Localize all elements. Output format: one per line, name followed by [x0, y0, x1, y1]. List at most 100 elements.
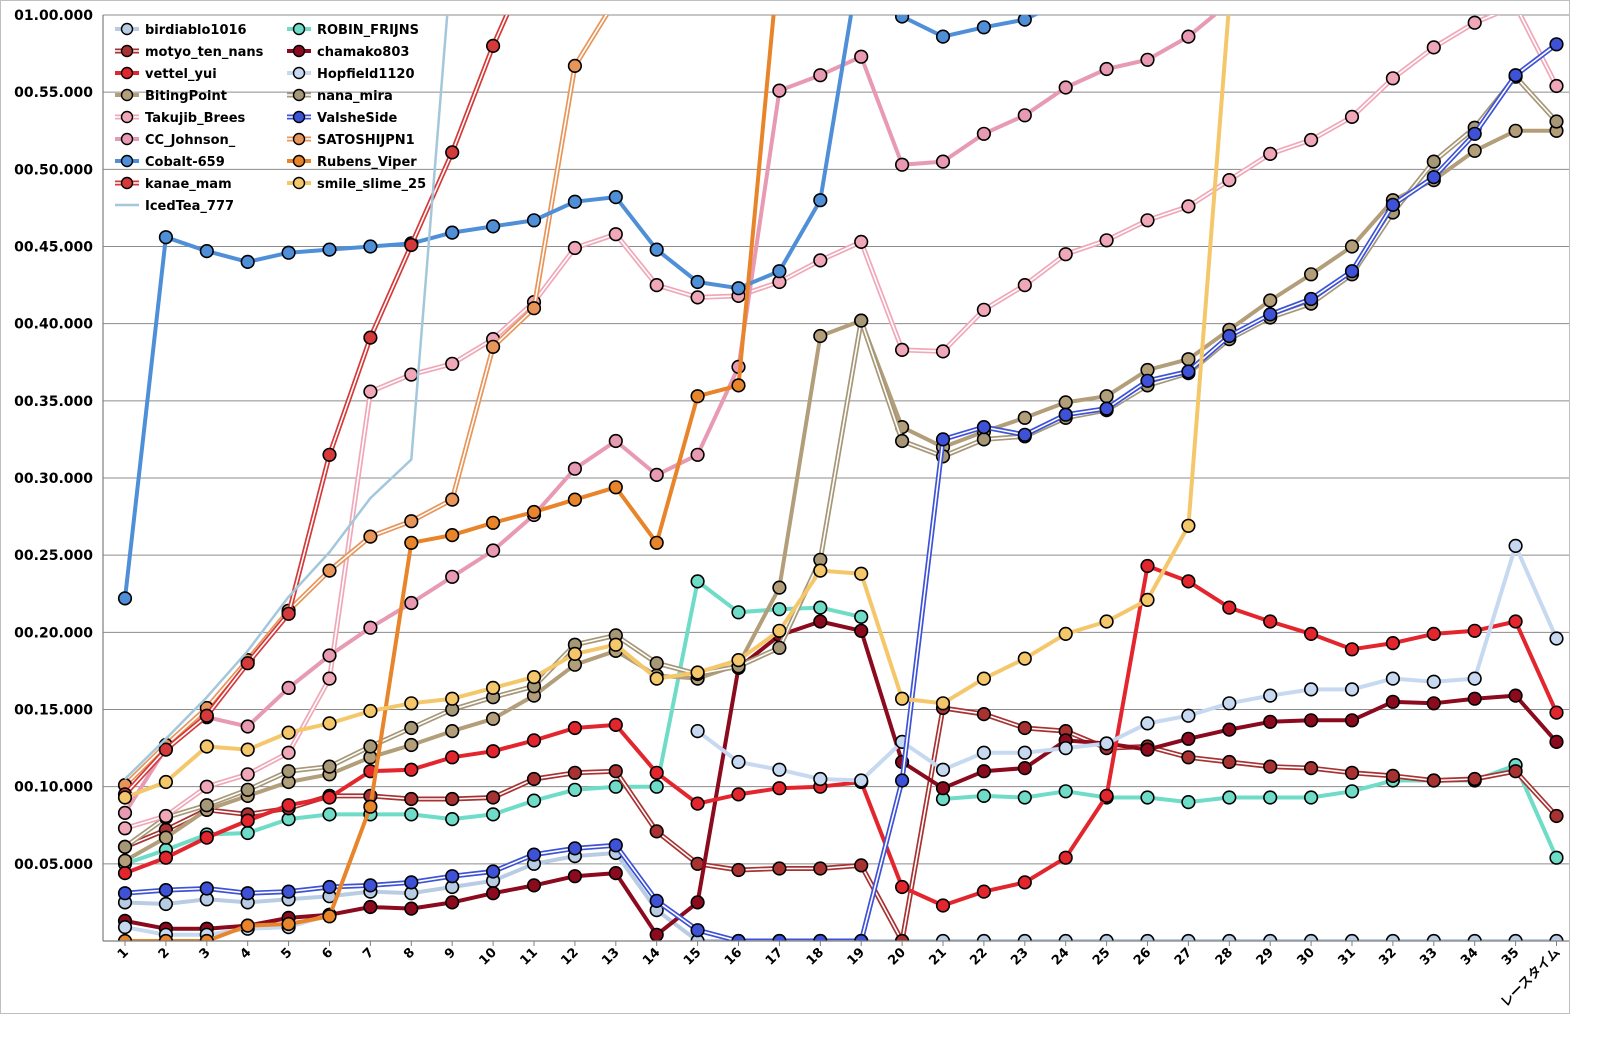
data-point — [772, 640, 787, 655]
legend-entry: chamako803 — [287, 44, 409, 60]
data-point — [240, 813, 255, 828]
data-point — [322, 879, 337, 895]
data-point — [1549, 78, 1564, 94]
data-point — [1263, 790, 1278, 805]
legend-entry: kanae_mam — [115, 176, 232, 192]
data-point — [1426, 696, 1441, 711]
data-point — [526, 504, 542, 520]
y-tick-label: 00.20.000 — [14, 625, 93, 641]
data-point — [281, 764, 296, 779]
data-point — [1549, 114, 1564, 129]
data-point — [567, 646, 583, 662]
data-point — [1017, 108, 1032, 123]
series-Takujib_Brees — [117, 1, 1564, 836]
data-point — [240, 782, 255, 797]
data-point — [649, 927, 664, 941]
x-tick-label: 17 — [763, 945, 786, 968]
series-ValsheSide — [117, 37, 1564, 941]
data-point — [1509, 1, 1522, 12]
data-point — [813, 328, 828, 344]
data-point — [404, 696, 419, 711]
series-line — [124, 705, 1559, 941]
data-point — [813, 68, 828, 83]
data-point — [404, 367, 419, 382]
data-point — [854, 933, 869, 941]
data-point — [363, 739, 378, 754]
data-point — [1303, 790, 1319, 805]
y-tick-label: 00.55.000 — [14, 85, 93, 101]
series-vettel_yui — [117, 558, 1564, 913]
series-line — [123, 15, 1039, 599]
data-point — [690, 796, 705, 811]
legend-marker — [120, 154, 134, 168]
data-point — [363, 899, 378, 915]
data-point — [363, 384, 378, 399]
data-point — [894, 157, 910, 172]
legend-marker — [292, 66, 306, 80]
x-tick-label: 14 — [640, 945, 663, 968]
data-point — [1385, 694, 1400, 709]
data-point — [158, 830, 173, 845]
data-point — [772, 762, 787, 777]
data-point — [363, 878, 378, 893]
data-point — [117, 865, 133, 881]
data-point — [199, 881, 214, 896]
data-point — [895, 15, 910, 24]
legend-entry: IcedTea_777 — [115, 199, 234, 214]
legend-entry: ValsheSide — [287, 110, 398, 126]
data-point — [363, 330, 378, 345]
data-point — [772, 623, 787, 638]
y-tick-label: 00.25.000 — [14, 548, 93, 564]
data-point — [976, 126, 992, 141]
data-point — [445, 527, 460, 543]
data-point — [117, 805, 133, 821]
data-point — [404, 595, 419, 611]
data-point — [1549, 850, 1564, 865]
series-IcedTea_777 — [124, 15, 449, 780]
data-point — [935, 933, 951, 941]
data-point — [158, 230, 173, 245]
data-point — [486, 864, 501, 879]
data-point — [567, 194, 583, 209]
series-SATOSHIJPN1 — [117, 1, 623, 793]
x-tick-label: 10 — [477, 945, 500, 968]
data-point — [610, 1, 623, 6]
data-point — [690, 274, 705, 290]
data-point — [199, 779, 214, 794]
data-point — [1099, 736, 1114, 751]
data-point — [1181, 352, 1196, 367]
x-tick-label: 18 — [804, 945, 827, 968]
data-point — [240, 719, 255, 734]
series-lines — [117, 1, 1564, 941]
data-point — [894, 691, 910, 706]
data-point — [1181, 574, 1196, 589]
data-point — [486, 711, 501, 726]
data-point — [894, 773, 910, 788]
y-tick-label: 00.05.000 — [14, 857, 93, 873]
data-point — [158, 896, 173, 912]
data-point — [1263, 146, 1278, 161]
data-point — [1508, 764, 1523, 779]
y-tick-label: 00.45.000 — [14, 240, 93, 256]
data-point — [813, 253, 828, 268]
data-point — [486, 219, 501, 234]
data-point — [1263, 933, 1278, 941]
data-point — [813, 563, 828, 578]
data-point — [772, 83, 787, 98]
data-point — [976, 432, 992, 447]
x-tick-label: 35 — [1499, 945, 1522, 968]
data-point — [526, 878, 542, 893]
data-point — [1508, 538, 1523, 554]
data-point — [608, 838, 623, 853]
data-point — [322, 909, 337, 924]
data-point — [1181, 750, 1196, 765]
x-tick-label: 29 — [1254, 945, 1277, 968]
data-point — [1263, 307, 1278, 322]
data-point — [894, 433, 910, 449]
data-point — [1385, 71, 1400, 86]
data-point — [649, 765, 664, 780]
data-point — [404, 762, 419, 777]
data-point — [486, 543, 501, 558]
data-point — [1344, 109, 1360, 124]
data-point — [608, 637, 623, 652]
